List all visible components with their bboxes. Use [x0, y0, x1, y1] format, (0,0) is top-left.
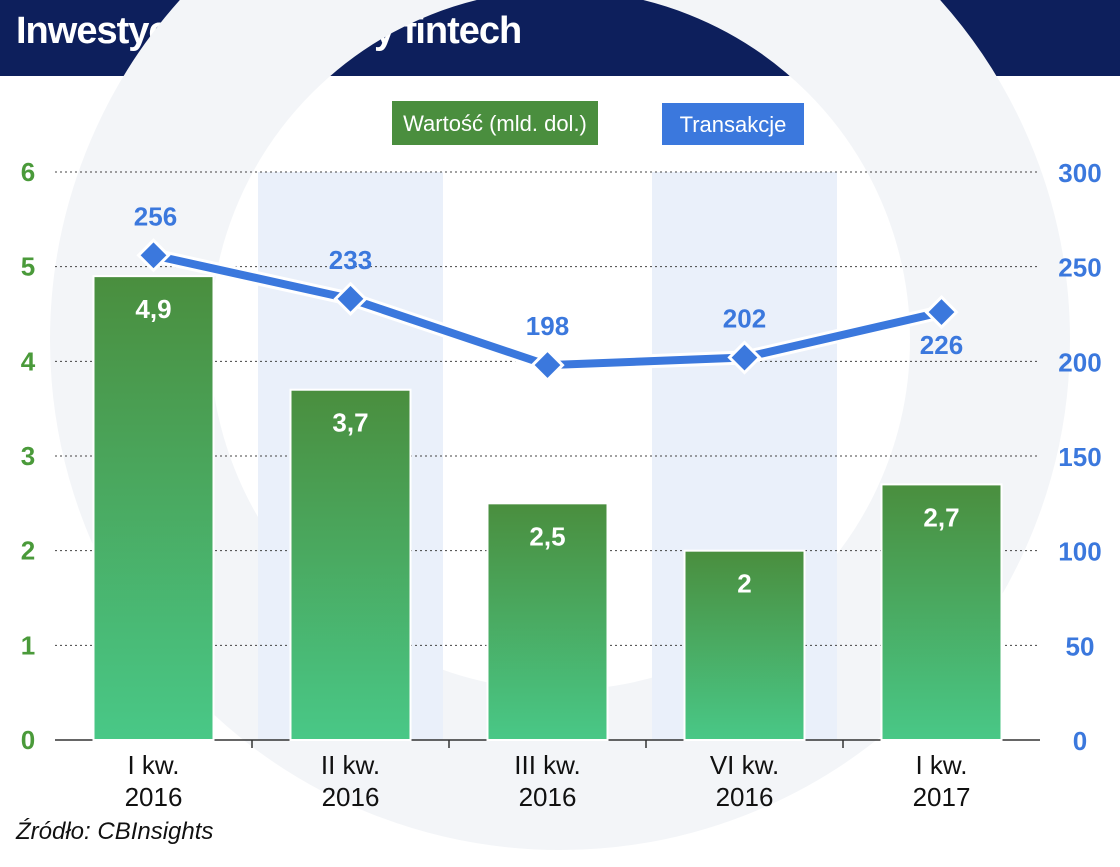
right-axis-tick-label: 50 [1066, 631, 1095, 661]
x-axis-label-line2: 2017 [913, 782, 971, 812]
legend-swatch-value [392, 101, 598, 145]
bar-value-label: 2 [737, 569, 751, 599]
right-axis-tick-label: 150 [1058, 442, 1101, 472]
legend-label-value: Wartość (mld. dol.) [403, 111, 587, 136]
line-point-5 [924, 294, 959, 330]
bar-2 [289, 388, 412, 741]
legend-label-transactions: Transakcje [680, 112, 787, 137]
bar-5 [880, 483, 1003, 741]
line-value-label: 226 [920, 330, 963, 360]
x-axis-label-line2: 2016 [125, 782, 183, 812]
x-axis-label-line1: III kw. [514, 750, 580, 780]
x-axis-label-line2: 2016 [519, 782, 577, 812]
bar-value-label: 3,7 [332, 408, 368, 438]
right-axis-tick-label: 250 [1058, 253, 1101, 283]
bar-1 [92, 275, 215, 741]
right-axis-tick-label: 300 [1058, 158, 1101, 188]
line-point-4 [727, 340, 762, 375]
line-value-label: 198 [526, 311, 569, 341]
bar-4 [683, 549, 806, 742]
line-point-3 [530, 347, 565, 383]
right-axis-tick-label: 200 [1058, 347, 1101, 377]
bar-value-label: 4,9 [135, 294, 171, 324]
line-value-label: 202 [723, 304, 766, 334]
line-point-1 [136, 238, 171, 273]
left-axis-tick-label: 2 [21, 536, 35, 566]
right-axis-tick-label: 100 [1058, 537, 1101, 567]
left-axis-tick-label: 4 [21, 346, 36, 376]
x-axis-label-line2: 2016 [716, 782, 774, 812]
legend-swatch-transactions [662, 103, 804, 145]
left-axis-tick-label: 5 [21, 252, 35, 282]
left-axis-tick-label: 0 [21, 725, 35, 755]
bar-3 [486, 502, 609, 742]
right-axis-tick-label: 0 [1073, 726, 1087, 756]
x-axis-label-line2: 2016 [322, 782, 380, 812]
x-axis-label-line1: II kw. [321, 750, 380, 780]
bar-value-label: 2,7 [923, 502, 959, 532]
source-note: Źródło: CBInsights [16, 818, 214, 845]
bar-value-label: 2,5 [529, 521, 565, 551]
x-axis-label-line1: I kw. [127, 750, 179, 780]
x-axis-label-line1: VI kw. [710, 750, 779, 780]
left-axis-tick-label: 3 [21, 441, 35, 471]
left-axis-tick-label: 6 [21, 157, 35, 187]
line-value-label: 233 [329, 245, 372, 275]
line-value-label: 256 [134, 201, 177, 231]
x-axis-label-line1: I kw. [915, 750, 967, 780]
line-point-2 [333, 281, 368, 316]
left-axis-tick-label: 1 [21, 630, 35, 660]
